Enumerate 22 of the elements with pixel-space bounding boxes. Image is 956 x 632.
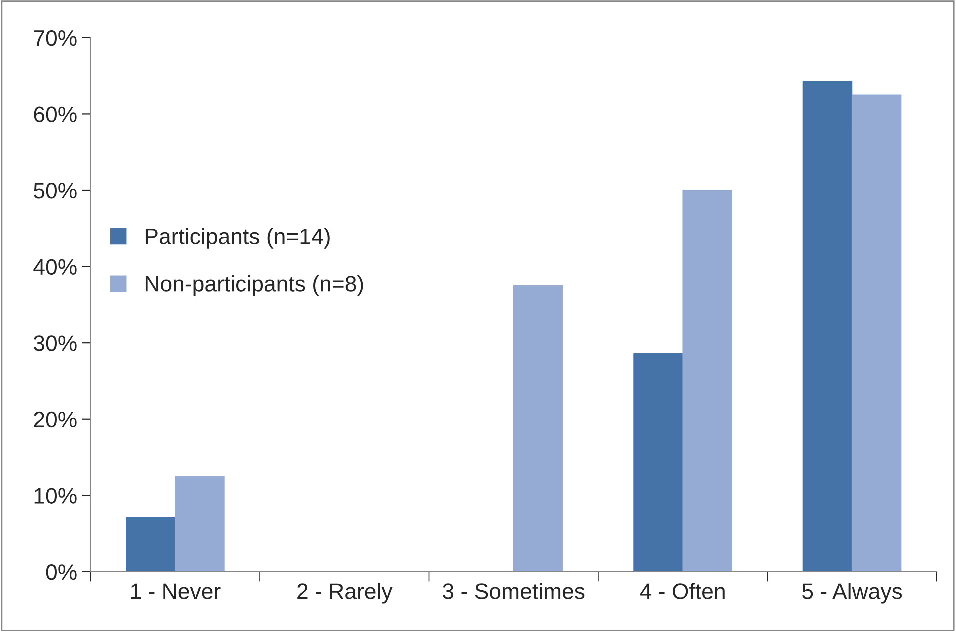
- bar: [175, 476, 225, 572]
- y-tick-label: 0%: [46, 564, 77, 580]
- y-tick-label: 40%: [34, 259, 77, 276]
- legend-label: Participants (n=14): [146, 228, 330, 249]
- bar: [126, 517, 176, 572]
- bar: [852, 94, 902, 572]
- y-tick-label: 30%: [34, 336, 77, 352]
- x-tick-label: 1 - Never: [131, 584, 221, 600]
- y-tick-label: 10%: [34, 488, 77, 504]
- bar: [634, 353, 684, 572]
- y-tick-label: 70%: [34, 30, 77, 46]
- y-tick-label: 60%: [34, 106, 77, 122]
- bar: [802, 81, 853, 572]
- x-tick-label: 2 - Rarely: [298, 583, 393, 604]
- x-tick-label: 3 - Sometimes: [443, 583, 585, 600]
- y-tick-label: 20%: [34, 412, 77, 428]
- x-tick-label: 4 - Often: [640, 583, 725, 600]
- x-tick-label: 5 - Always: [802, 583, 902, 604]
- legend-label: Non-participants (n=8): [146, 276, 364, 296]
- bar: [514, 286, 564, 572]
- y-tick-label: 50%: [34, 183, 77, 199]
- bar: [682, 190, 732, 572]
